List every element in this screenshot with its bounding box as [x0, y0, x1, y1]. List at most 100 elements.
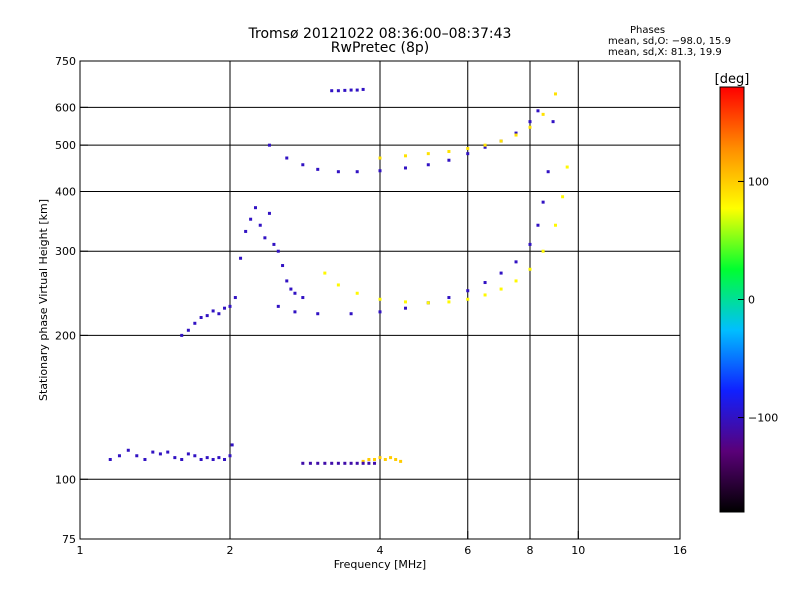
- data-point: [355, 170, 359, 174]
- data-point: [289, 287, 293, 291]
- data-point: [426, 152, 430, 156]
- data-point: [267, 211, 271, 215]
- data-point: [541, 112, 545, 116]
- data-point: [373, 457, 377, 461]
- data-point: [447, 296, 451, 300]
- data-point: [217, 312, 221, 316]
- data-point: [447, 158, 451, 162]
- data-point: [426, 301, 430, 305]
- chart-title: Tromsø 20121022 08:36:00–08:37:43 RwPret…: [200, 27, 560, 55]
- data-point: [117, 454, 121, 458]
- colorbar-tick-label: 100: [748, 175, 769, 188]
- data-point: [316, 312, 320, 316]
- data-point: [483, 143, 487, 147]
- data-point: [483, 281, 487, 285]
- data-point: [361, 461, 365, 465]
- data-point: [330, 461, 334, 465]
- data-point: [285, 279, 289, 283]
- data-point: [367, 461, 371, 465]
- data-point: [355, 88, 359, 92]
- data-point: [135, 454, 139, 458]
- y-tick-label: 400: [55, 185, 76, 198]
- series-5: [276, 120, 555, 316]
- x-tick-label: 6: [464, 544, 471, 557]
- data-point: [514, 133, 518, 137]
- x-tick-label: 10: [571, 544, 585, 557]
- data-point: [546, 170, 550, 174]
- data-point: [536, 109, 540, 113]
- data-point: [108, 457, 112, 461]
- data-point: [186, 452, 190, 456]
- data-point: [166, 450, 170, 454]
- x-axis-label: Frequency [MHz]: [334, 558, 426, 571]
- series-2: [301, 461, 377, 465]
- data-point: [293, 310, 297, 314]
- data-point: [205, 456, 209, 460]
- x-tick-label: 1: [77, 544, 84, 557]
- data-point: [336, 283, 340, 287]
- data-point: [528, 242, 532, 246]
- y-tick-label: 100: [55, 473, 76, 486]
- data-point: [349, 461, 353, 465]
- data-point: [541, 249, 545, 253]
- data-point: [483, 145, 487, 149]
- data-point: [355, 461, 359, 465]
- data-point: [285, 156, 289, 160]
- data-point: [211, 309, 215, 313]
- data-point: [466, 297, 470, 301]
- data-point: [361, 459, 365, 463]
- data-point: [180, 457, 184, 461]
- phase-stats-o: mean, sd,O: −98.0, 15.9: [608, 36, 731, 47]
- data-point: [180, 333, 184, 337]
- data-point: [336, 170, 340, 174]
- data-point: [499, 287, 503, 291]
- series-8: [378, 92, 557, 160]
- phase-colorbar: [deg] 100 0 −100: [715, 72, 778, 513]
- data-point: [253, 206, 257, 210]
- data-point: [403, 306, 407, 310]
- data-point: [211, 457, 215, 461]
- data-point: [466, 289, 470, 293]
- data-point: [389, 456, 393, 460]
- data-point: [228, 304, 232, 308]
- x-tick-label: 4: [377, 544, 384, 557]
- data-point: [447, 300, 451, 304]
- data-point: [343, 88, 347, 92]
- data-point: [367, 457, 371, 461]
- data-point: [158, 452, 162, 456]
- data-point: [483, 293, 487, 297]
- data-point: [528, 125, 532, 129]
- data-point: [301, 296, 305, 300]
- data-point: [223, 306, 227, 310]
- data-point: [551, 120, 555, 124]
- data-point: [394, 457, 398, 461]
- y-tick-label: 500: [55, 139, 76, 152]
- data-point: [228, 454, 232, 458]
- data-point: [553, 92, 557, 96]
- data-point: [267, 143, 271, 147]
- series-1: [361, 456, 403, 463]
- data-point: [336, 89, 340, 93]
- data-point: [378, 297, 382, 301]
- data-point: [272, 242, 276, 246]
- data-point: [514, 131, 518, 135]
- data-point: [466, 147, 470, 151]
- data-point: [308, 461, 312, 465]
- data-point: [230, 443, 234, 447]
- data-point: [447, 149, 451, 153]
- data-point: [199, 457, 203, 461]
- data-point: [276, 249, 280, 253]
- colorbar-tick-label: 0: [748, 294, 755, 307]
- data-point: [263, 236, 267, 240]
- data-point: [403, 166, 407, 170]
- data-point: [301, 163, 305, 167]
- data-point: [528, 267, 532, 271]
- data-point: [223, 457, 227, 461]
- data-point: [244, 229, 248, 233]
- data-point: [217, 456, 221, 460]
- data-point: [403, 154, 407, 158]
- data-point: [499, 271, 503, 275]
- data-point: [514, 260, 518, 264]
- data-point: [258, 223, 262, 227]
